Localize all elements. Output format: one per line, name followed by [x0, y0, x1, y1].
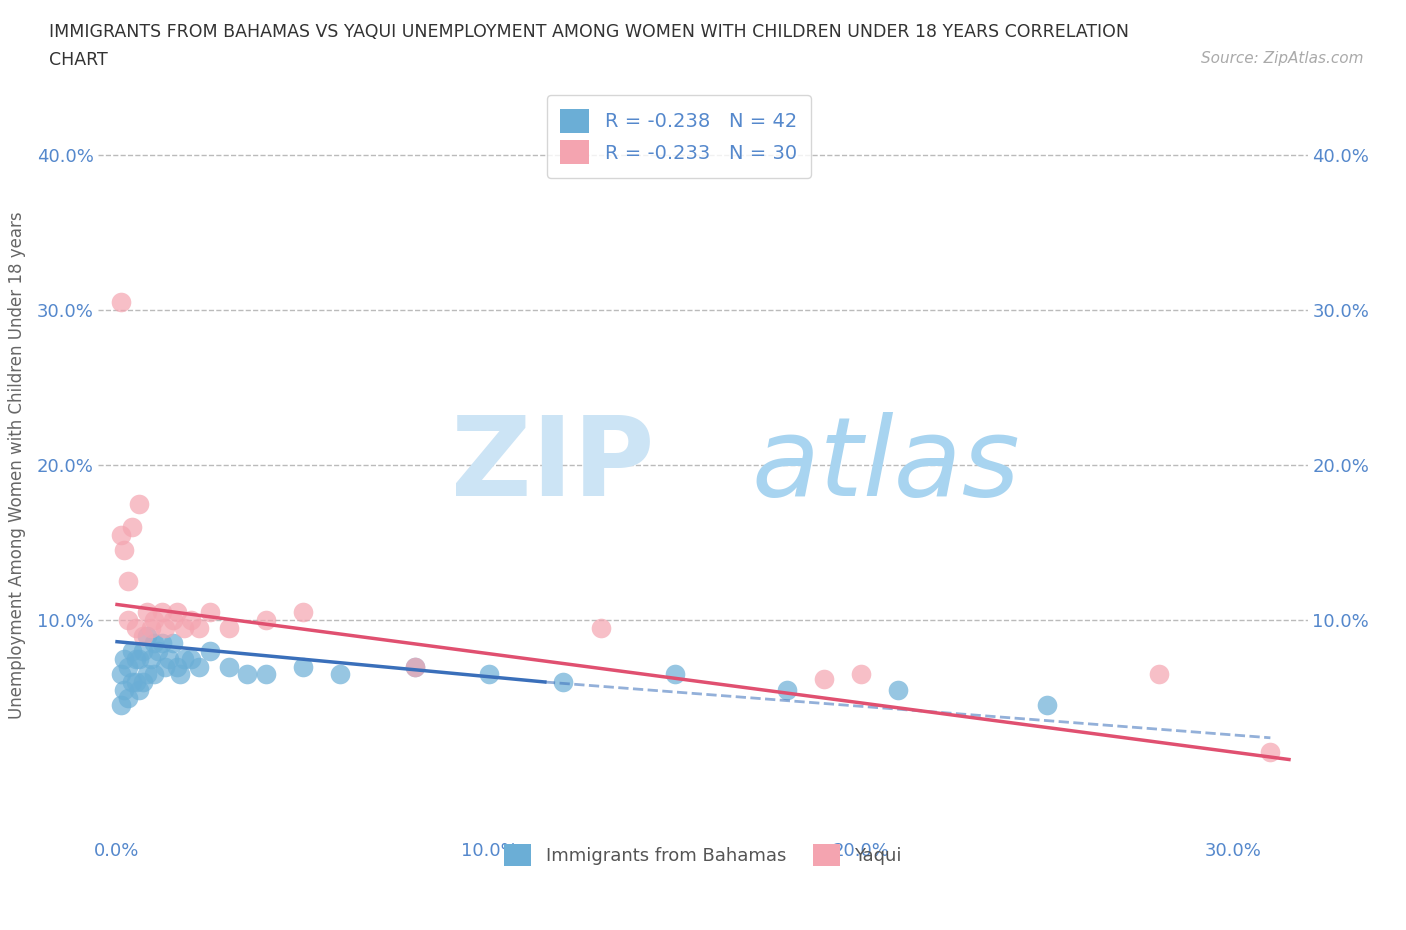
- Point: [114, 683, 136, 698]
- Legend: Immigrants from Bahamas, Yaqui: Immigrants from Bahamas, Yaqui: [489, 830, 917, 880]
- Point: [254, 613, 277, 628]
- Text: CHART: CHART: [49, 51, 108, 69]
- Point: [128, 683, 150, 698]
- Point: [254, 667, 277, 682]
- Point: [128, 497, 150, 512]
- Point: [180, 613, 202, 628]
- Point: [187, 659, 209, 674]
- Point: [117, 690, 139, 705]
- Point: [110, 295, 132, 310]
- Point: [135, 628, 157, 643]
- Point: [589, 620, 612, 635]
- Point: [110, 698, 132, 712]
- Text: Source: ZipAtlas.com: Source: ZipAtlas.com: [1201, 51, 1364, 66]
- Point: [155, 620, 177, 635]
- Text: IMMIGRANTS FROM BAHAMAS VS YAQUI UNEMPLOYMENT AMONG WOMEN WITH CHILDREN UNDER 18: IMMIGRANTS FROM BAHAMAS VS YAQUI UNEMPLO…: [49, 23, 1129, 41]
- Point: [124, 674, 146, 689]
- Point: [135, 604, 157, 619]
- Point: [139, 620, 162, 635]
- Point: [292, 604, 315, 619]
- Point: [114, 651, 136, 666]
- Point: [110, 667, 132, 682]
- Text: ZIP: ZIP: [451, 411, 655, 519]
- Point: [664, 667, 686, 682]
- Point: [162, 636, 184, 651]
- Point: [114, 543, 136, 558]
- Point: [1260, 744, 1282, 759]
- Point: [887, 683, 910, 698]
- Point: [117, 613, 139, 628]
- Point: [132, 628, 155, 643]
- Point: [143, 636, 166, 651]
- Point: [173, 620, 195, 635]
- Point: [121, 644, 143, 658]
- Point: [157, 651, 180, 666]
- Point: [117, 659, 139, 674]
- Point: [121, 674, 143, 689]
- Point: [218, 659, 240, 674]
- Text: atlas: atlas: [751, 411, 1019, 519]
- Point: [776, 683, 799, 698]
- Point: [1036, 698, 1059, 712]
- Point: [146, 644, 169, 658]
- Point: [166, 659, 188, 674]
- Point: [128, 651, 150, 666]
- Point: [813, 671, 835, 686]
- Point: [1147, 667, 1170, 682]
- Point: [329, 667, 352, 682]
- Point: [150, 604, 173, 619]
- Point: [135, 667, 157, 682]
- Point: [150, 636, 173, 651]
- Point: [117, 574, 139, 589]
- Point: [139, 651, 162, 666]
- Point: [132, 674, 155, 689]
- Point: [198, 604, 221, 619]
- Point: [121, 520, 143, 535]
- Point: [292, 659, 315, 674]
- Point: [187, 620, 209, 635]
- Point: [198, 644, 221, 658]
- Point: [166, 604, 188, 619]
- Point: [236, 667, 259, 682]
- Point: [162, 613, 184, 628]
- Y-axis label: Unemployment Among Women with Children Under 18 years: Unemployment Among Women with Children U…: [7, 211, 25, 719]
- Point: [155, 659, 177, 674]
- Point: [173, 651, 195, 666]
- Point: [110, 527, 132, 542]
- Point: [143, 613, 166, 628]
- Point: [143, 667, 166, 682]
- Point: [404, 659, 426, 674]
- Point: [404, 659, 426, 674]
- Point: [218, 620, 240, 635]
- Point: [169, 667, 191, 682]
- Point: [180, 651, 202, 666]
- Point: [124, 651, 146, 666]
- Point: [849, 667, 872, 682]
- Point: [553, 674, 575, 689]
- Point: [124, 620, 146, 635]
- Point: [132, 644, 155, 658]
- Point: [478, 667, 501, 682]
